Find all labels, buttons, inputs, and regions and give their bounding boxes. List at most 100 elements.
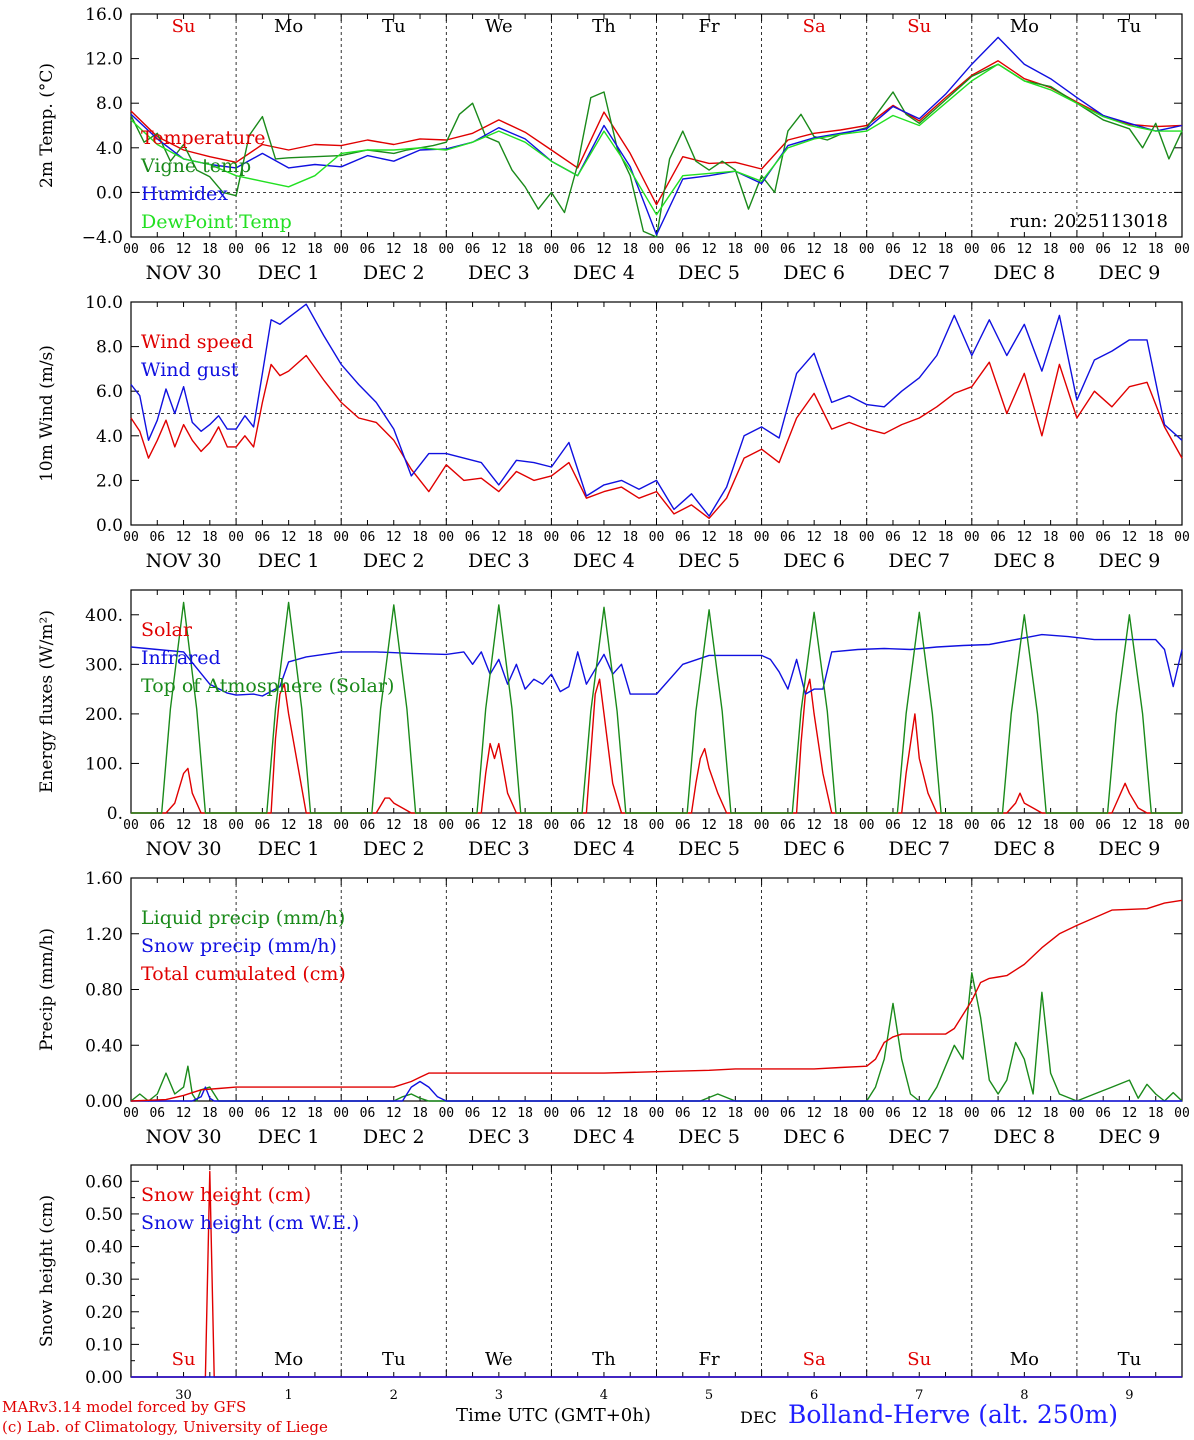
- wind-hour-label: 00: [1069, 530, 1085, 545]
- wind-legend-entry: Wind speed: [141, 331, 253, 353]
- temp-hour-label: 12: [1017, 242, 1033, 257]
- model-credit: MARv3.14 model forced by GFS: [2, 1398, 247, 1416]
- precip-date-label: DEC 4: [573, 1126, 635, 1148]
- energy-y-tick-label: 200.: [85, 705, 123, 725]
- snow-y-tick-label: 0.00: [85, 1368, 123, 1388]
- energy-legend-entry: Top of Atmosphere (Solar): [141, 675, 394, 697]
- lab-credit: (c) Lab. of Climatology, University of L…: [2, 1418, 328, 1436]
- snow-y-tick-label: 0.20: [85, 1303, 123, 1323]
- wind-series-wind-speed: [130, 354, 1183, 519]
- temp-y-tick-label: 8.0: [96, 94, 123, 114]
- precip-hour-label: 00: [123, 1106, 139, 1121]
- energy-hour-label: 06: [675, 818, 691, 833]
- wind-hour-label: 06: [360, 530, 376, 545]
- temp-hour-label: 00: [123, 242, 139, 257]
- temp-hour-label: 00: [649, 242, 665, 257]
- precip-legend-entry: Liquid precip (mm/h): [141, 907, 345, 929]
- temp-date-label: DEC 1: [258, 262, 320, 284]
- temp-hour-label: 00: [333, 242, 349, 257]
- temp-hour-label: 00: [438, 242, 454, 257]
- precip-hour-label: 00: [964, 1106, 980, 1121]
- energy-hour-label: 00: [333, 818, 349, 833]
- energy-date-label: DEC 6: [783, 838, 845, 860]
- precip-hour-label: 06: [885, 1106, 901, 1121]
- precip-date-label: DEC 6: [783, 1126, 845, 1148]
- wind-hour-label: 06: [1095, 530, 1111, 545]
- precip-hour-label: 06: [149, 1106, 165, 1121]
- precip-hour-label: 12: [1017, 1106, 1033, 1121]
- temp-hour-label: 00: [859, 242, 875, 257]
- energy-hour-label: 12: [596, 818, 612, 833]
- temp-legend-entry: Vigne temp: [140, 155, 251, 177]
- snow-day-number: 7: [915, 1388, 923, 1403]
- precip-hour-label: 18: [412, 1106, 428, 1121]
- energy-hour-label: 18: [727, 818, 743, 833]
- temp-series-humidex: [130, 36, 1183, 236]
- precip-hour-label: 00: [1069, 1106, 1085, 1121]
- snow-day-number: 3: [495, 1388, 503, 1403]
- wind-hour-label: 06: [990, 530, 1006, 545]
- precip-hour-label: 18: [938, 1106, 954, 1121]
- temp-hour-label: 12: [386, 242, 402, 257]
- wind-hour-label: 06: [465, 530, 481, 545]
- energy-hour-label: 06: [570, 818, 586, 833]
- wind-hour-label: 12: [1017, 530, 1033, 545]
- energy-hour-label: 06: [780, 818, 796, 833]
- precip-hour-label: 18: [517, 1106, 533, 1121]
- temp-date-label: DEC 2: [363, 262, 425, 284]
- wind-hour-label: 12: [491, 530, 507, 545]
- wind-hour-label: 00: [964, 530, 980, 545]
- temp-hour-label: 12: [491, 242, 507, 257]
- energy-y-tick-label: 100.: [85, 754, 123, 774]
- snow-day-name: Sa: [803, 1349, 826, 1370]
- precip-date-label: DEC 9: [1099, 1126, 1161, 1148]
- temp-day-name: Su: [907, 16, 931, 37]
- wind-hour-label: 00: [333, 530, 349, 545]
- energy-hour-label: 12: [701, 818, 717, 833]
- energy-hour-label: 12: [176, 818, 192, 833]
- wind-date-label: DEC 9: [1099, 550, 1161, 572]
- energy-hour-label: 00: [964, 818, 980, 833]
- energy-hour-label: 06: [360, 818, 376, 833]
- wind-hour-label: 18: [727, 530, 743, 545]
- precip-y-axis-label: Precip (mm/h): [37, 928, 57, 1051]
- precip-hour-label: 06: [570, 1106, 586, 1121]
- wind-hour-label: 18: [622, 530, 638, 545]
- energy-hour-label: 12: [1017, 818, 1033, 833]
- energy-date-label: DEC 7: [888, 838, 950, 860]
- energy-date-label: DEC 9: [1099, 838, 1161, 860]
- temp-hour-label: 06: [990, 242, 1006, 257]
- snow-day-name: Fr: [699, 1349, 720, 1370]
- energy-hour-label: 00: [544, 818, 560, 833]
- temp-hour-label: 12: [596, 242, 612, 257]
- temp-hour-label: 18: [727, 242, 743, 257]
- snow-panel: 0.00 0.10 0.20 0.30 0.40 0.50 0.60 Snow height …: [37, 1164, 1183, 1403]
- energy-frame: [130, 589, 1183, 814]
- wind-hour-label: 06: [149, 530, 165, 545]
- temp-hour-label: 06: [780, 242, 796, 257]
- temp-y-tick-label: 16.0: [85, 5, 123, 25]
- precip-hour-label: 12: [806, 1106, 822, 1121]
- wind-hour-label: 06: [675, 530, 691, 545]
- temp-date-label: DEC 3: [468, 262, 530, 284]
- precip-date-label: DEC 7: [888, 1126, 950, 1148]
- precip-hour-label: 12: [281, 1106, 297, 1121]
- precip-hour-label: 06: [1095, 1106, 1111, 1121]
- energy-date-label: DEC 2: [363, 838, 425, 860]
- energy-hour-label: 00: [228, 818, 244, 833]
- precip-hour-label: 12: [911, 1106, 927, 1121]
- precip-hour-label: 06: [780, 1106, 796, 1121]
- wind-date-label: DEC 4: [573, 550, 635, 572]
- wind-date-label: NOV 30: [146, 550, 222, 572]
- temp-hour-label: 12: [281, 242, 297, 257]
- temp-hour-label: 12: [176, 242, 192, 257]
- energy-hour-label: 18: [412, 818, 428, 833]
- wind-date-label: DEC 8: [993, 550, 1055, 572]
- wind-legend-entry: Wind gust: [141, 359, 239, 381]
- energy-date-label: DEC 5: [678, 838, 740, 860]
- energy-hour-label: 12: [1122, 818, 1138, 833]
- energy-date-label: DEC 8: [993, 838, 1055, 860]
- wind-panel: 0.0 2.0 4.0 6.0 8.0 10.0 10m Wind (m/s) Wind sp…: [37, 293, 1190, 572]
- wind-y-axis-label: 10m Wind (m/s): [37, 345, 57, 482]
- temp-hour-label: 00: [1069, 242, 1085, 257]
